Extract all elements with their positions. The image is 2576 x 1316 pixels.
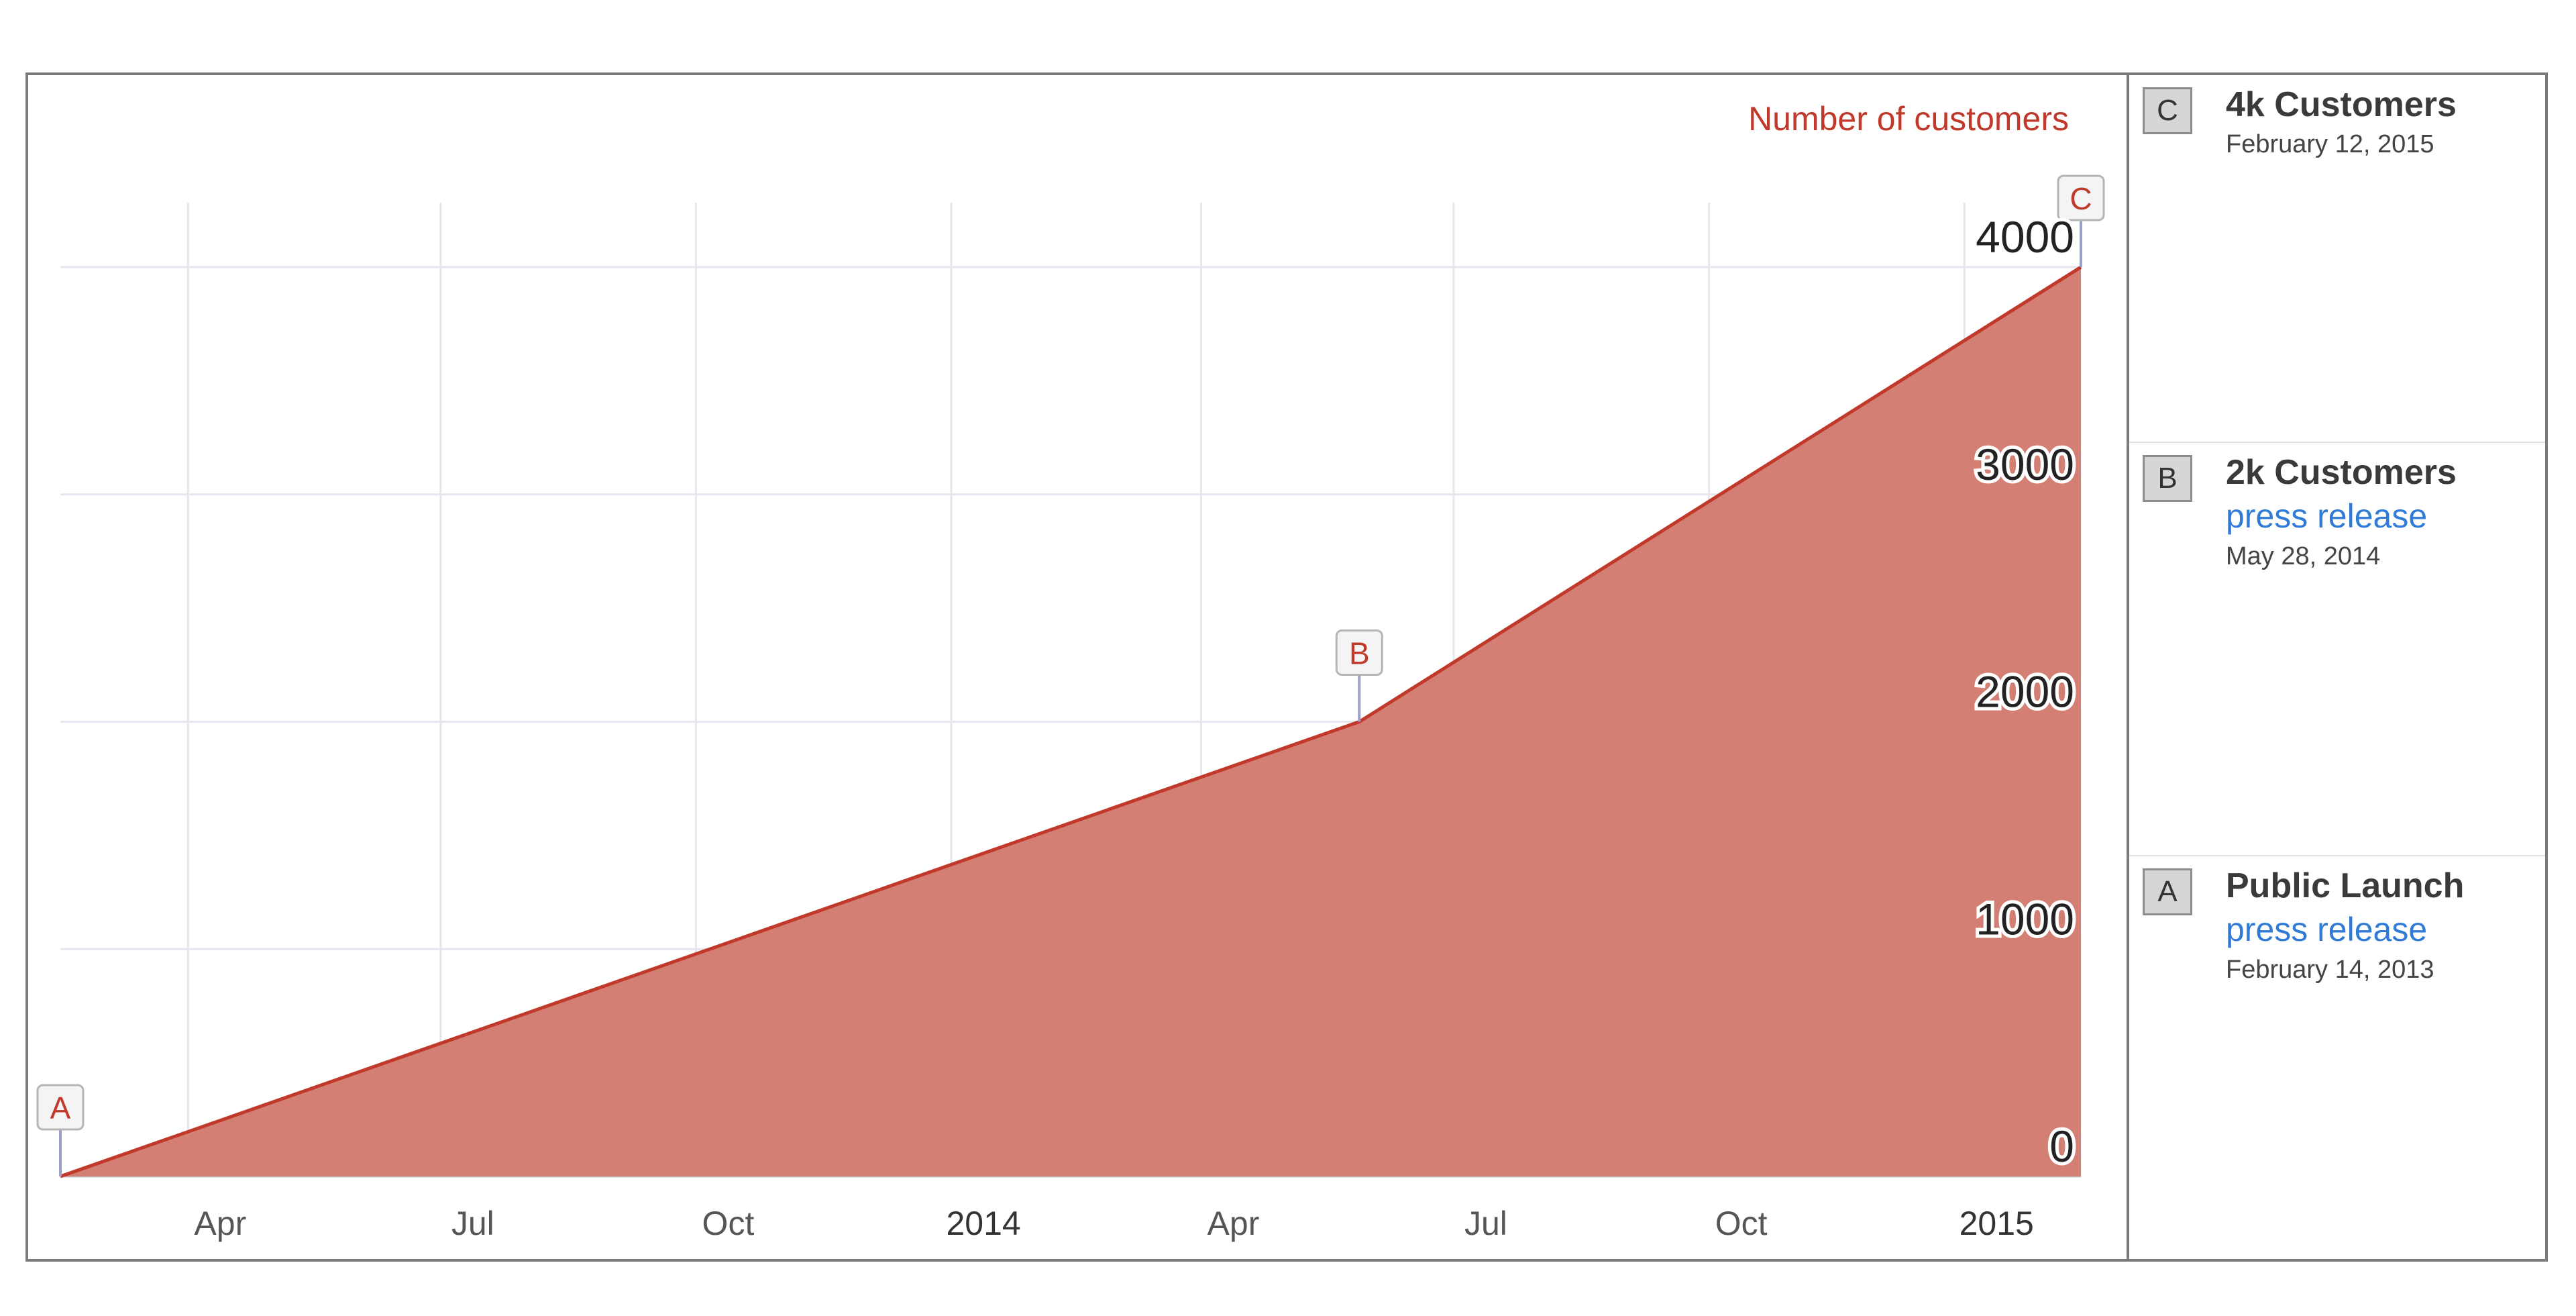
y-tick-label: 4000 <box>1976 212 2074 262</box>
chart-area: A B C 0 1000 2000 3000 4000 Apr Jul Oct 2014 Apr Jul… <box>28 75 2127 1259</box>
annotation-b-badge[interactable]: B <box>2143 455 2192 502</box>
y-tick-label: 1000 <box>1976 894 2074 944</box>
annotation-c-date: February 12, 2015 <box>2226 130 2434 158</box>
y-tick-label: 3000 <box>1976 440 2074 489</box>
x-tick-label: Oct <box>1715 1205 1768 1242</box>
annotation-b: B 2k Customers press release May 28, 201… <box>2129 443 2545 856</box>
annotation-a-press-release-link[interactable]: press release <box>2226 911 2428 948</box>
annotation-b-title: 2k Customers <box>2226 453 2457 492</box>
marker-b-flag[interactable] <box>1335 629 1383 676</box>
y-tick-label: 2000 <box>1976 667 2074 717</box>
x-tick-label: 2015 <box>1960 1205 2034 1242</box>
marker-b-label: B <box>1349 636 1370 671</box>
y-tick-label: 0 <box>2049 1121 2074 1171</box>
x-tick-label: Apr <box>194 1205 246 1242</box>
annotation-a: A Public Launch press release February 1… <box>2129 856 2545 1259</box>
annotation-b-date: May 28, 2014 <box>2226 542 2381 570</box>
area-fill <box>60 267 2081 1176</box>
area-chart: A B C 0 1000 2000 3000 4000 Apr Jul Oct 2014 Apr Jul… <box>36 100 2105 1242</box>
x-tick-label: Oct <box>702 1205 755 1242</box>
annotation-c-badge[interactable]: C <box>2143 87 2192 134</box>
annotations-sidebar: C 4k Customers February 12, 2015 B 2k Cu… <box>2127 75 2545 1259</box>
x-tick-label: Jul <box>1464 1205 1507 1242</box>
annotation-b-press-release-link[interactable]: press release <box>2226 497 2428 535</box>
x-tick-label: Apr <box>1208 1205 1260 1242</box>
marker-c-flag[interactable] <box>2057 174 2105 221</box>
annotation-a-title: Public Launch <box>2226 866 2465 905</box>
marker-a-label: A <box>50 1091 71 1125</box>
x-tick-label: Jul <box>451 1205 494 1242</box>
annotation-c: C 4k Customers February 12, 2015 <box>2129 75 2545 443</box>
annotation-a-badge[interactable]: A <box>2143 868 2192 915</box>
annotation-c-title: 4k Customers <box>2226 85 2457 124</box>
annotation-a-date: February 14, 2013 <box>2226 956 2434 984</box>
chart-frame: A B C 0 1000 2000 3000 4000 Apr Jul Oct 2014 Apr Jul… <box>25 72 2548 1262</box>
marker-a-flag[interactable] <box>36 1084 85 1131</box>
marker-c-label: C <box>2070 181 2092 216</box>
x-tick-label: 2014 <box>946 1205 1020 1242</box>
y-axis-title: Number of customers <box>1748 100 2069 138</box>
